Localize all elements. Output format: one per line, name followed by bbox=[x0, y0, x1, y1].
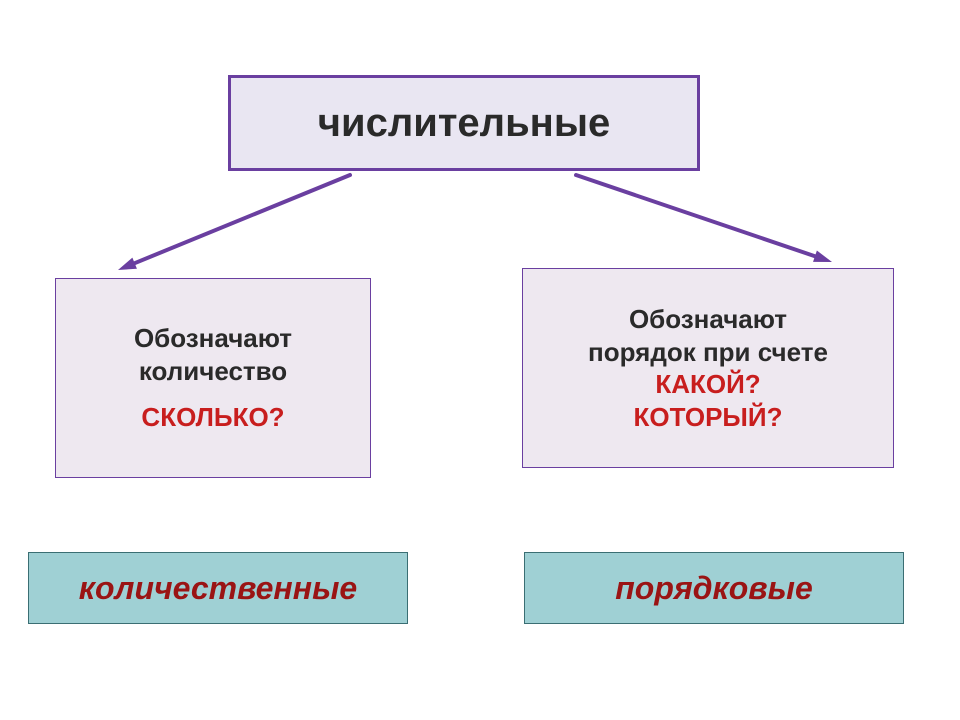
root-node: числительные bbox=[228, 75, 700, 171]
left-result-label: количественные bbox=[79, 568, 357, 608]
right-result-label: порядковые bbox=[615, 568, 812, 608]
left-branch-box: Обозначают количество СКОЛЬКО? bbox=[55, 278, 371, 478]
left-question-line-1: СКОЛЬКО? bbox=[141, 401, 284, 434]
left-result-box: количественные bbox=[28, 552, 408, 624]
right-question-line-1: КАКОЙ? bbox=[655, 368, 760, 401]
right-desc-line-2: порядок при счете bbox=[588, 336, 828, 369]
right-result-box: порядковые bbox=[524, 552, 904, 624]
left-desc-line-1: Обозначают bbox=[134, 322, 292, 355]
right-desc-line-1: Обозначают bbox=[629, 303, 787, 336]
left-desc-line-2: количество bbox=[139, 355, 287, 388]
right-question-line-2: КОТОРЫЙ? bbox=[634, 401, 783, 434]
root-label: числительные bbox=[318, 98, 610, 148]
right-branch-box: Обозначают порядок при счете КАКОЙ? КОТО… bbox=[522, 268, 894, 468]
